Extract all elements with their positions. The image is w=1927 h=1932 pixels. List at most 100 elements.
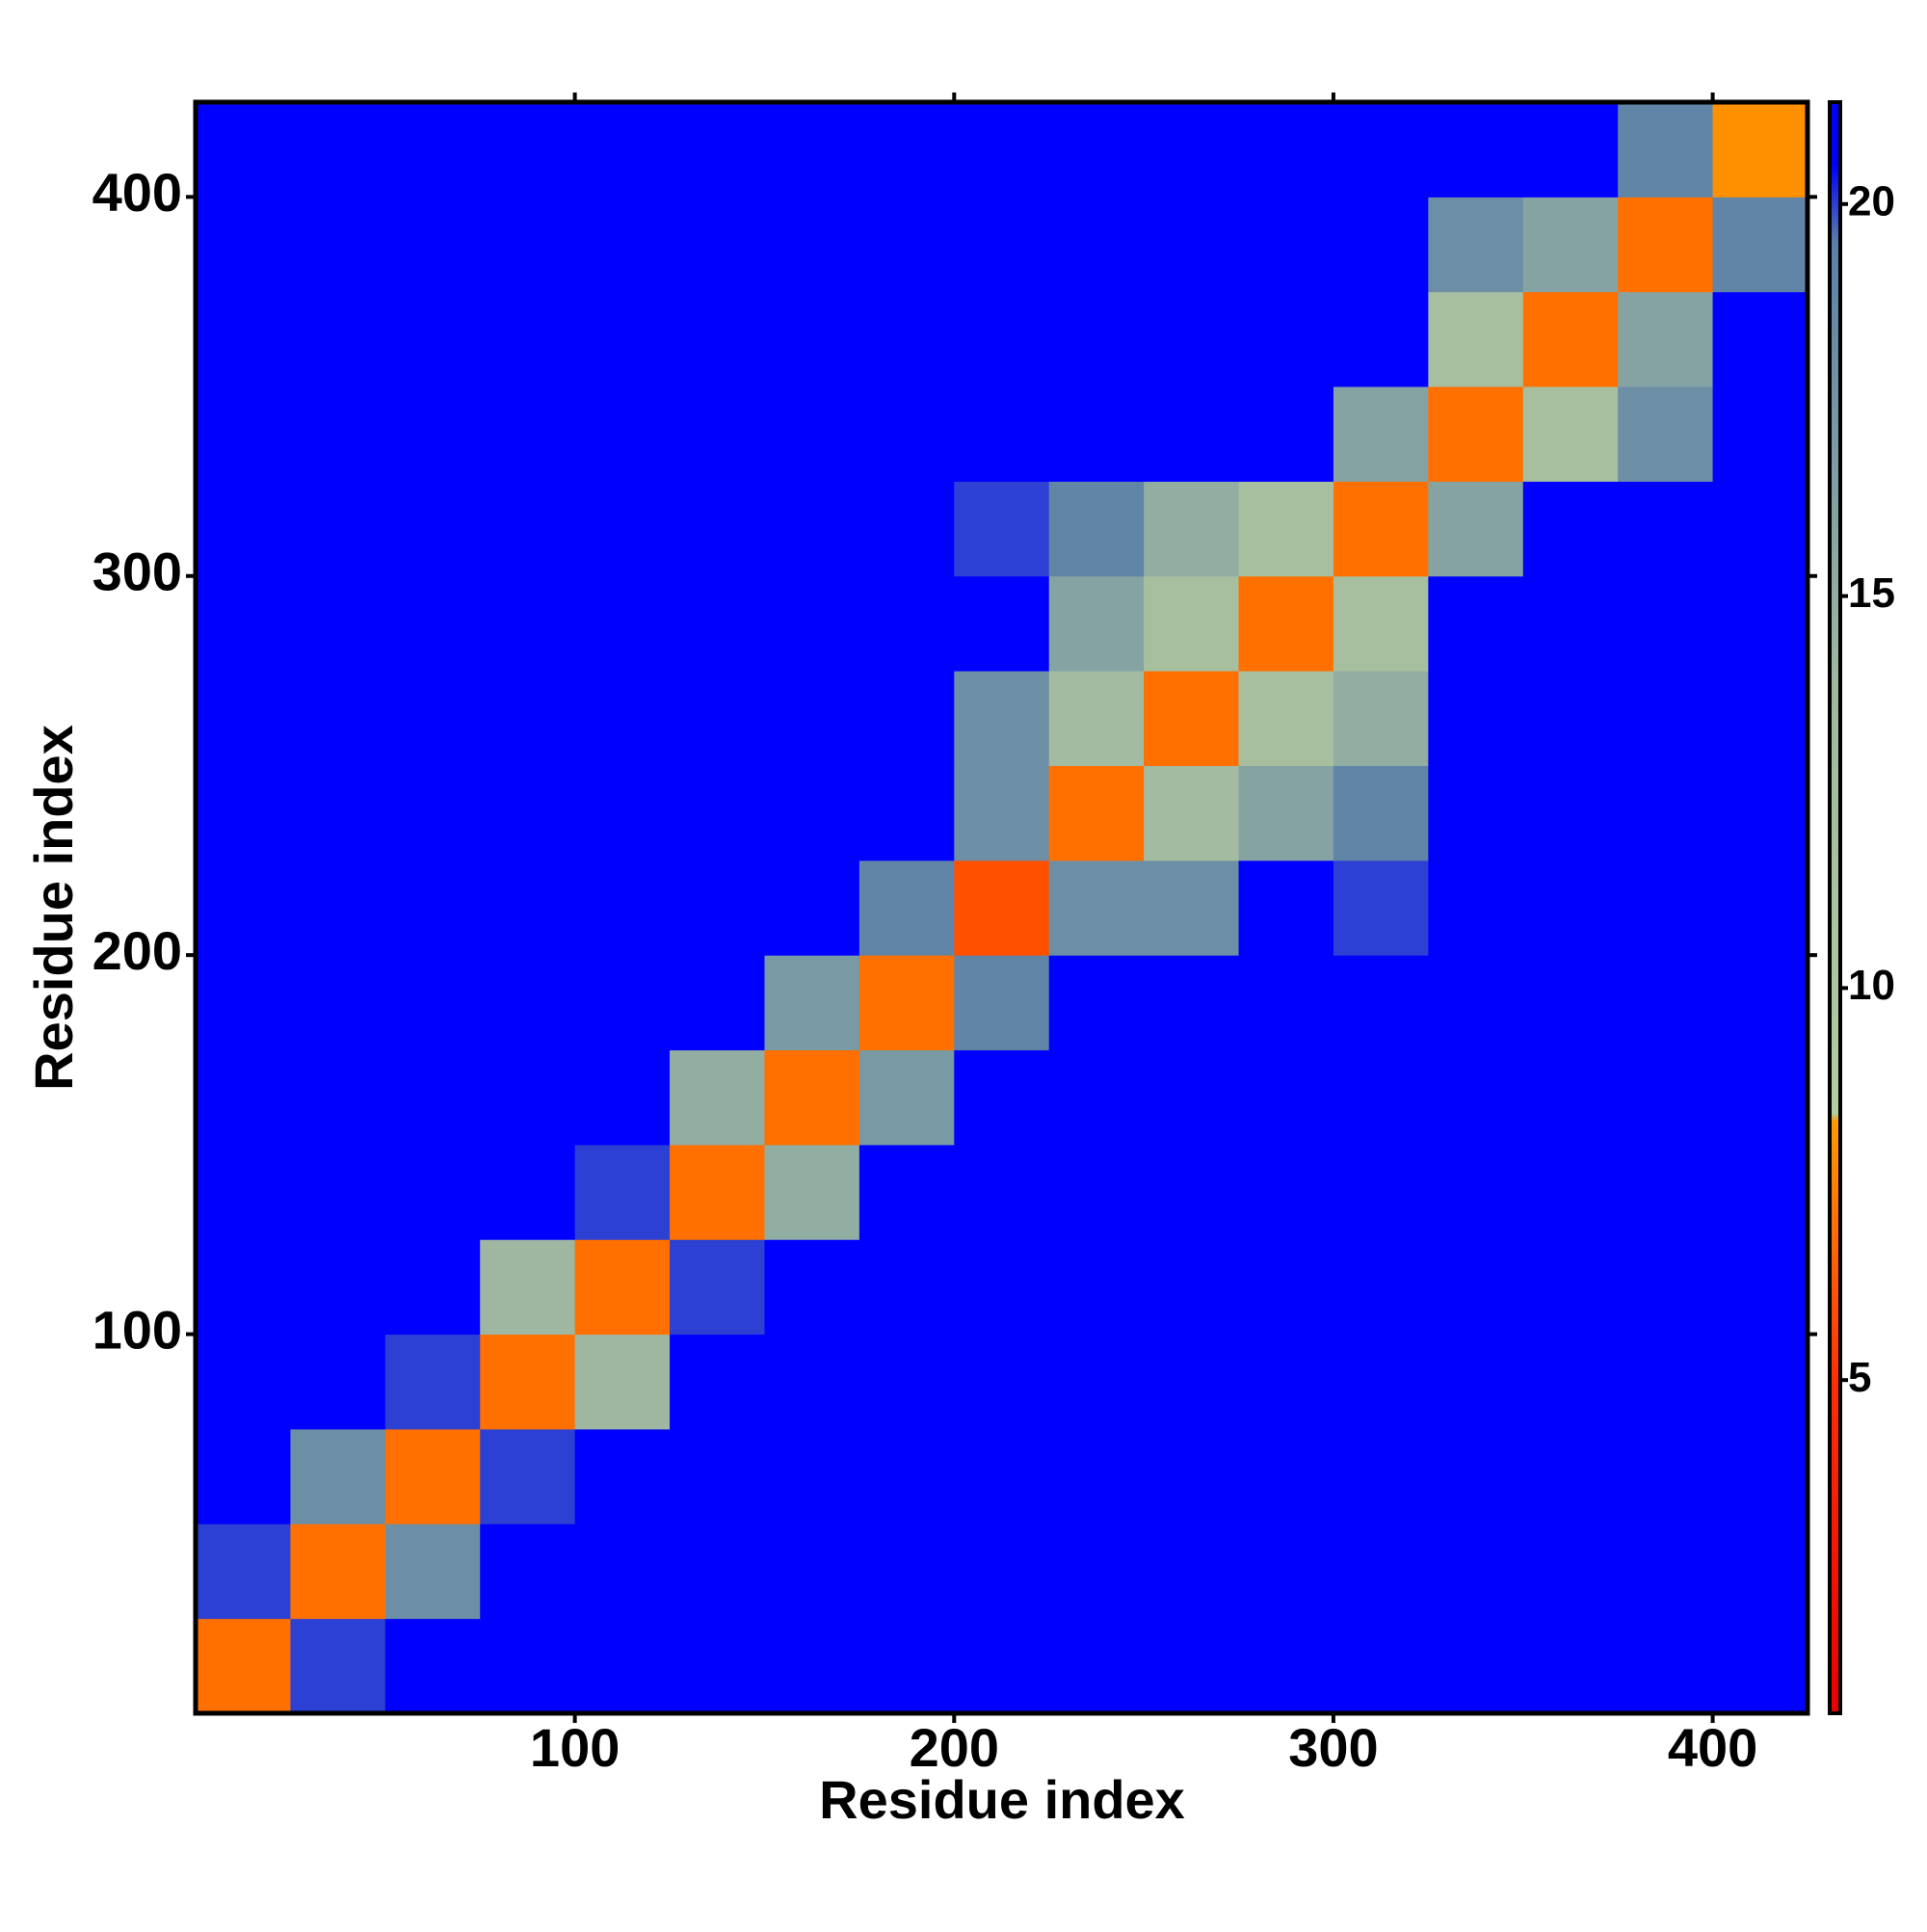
heatmap-cell xyxy=(1333,1334,1429,1430)
heatmap-cell xyxy=(1238,1334,1334,1430)
heatmap-cell xyxy=(1428,575,1524,672)
heatmap-cell xyxy=(1522,386,1619,482)
heatmap-cell xyxy=(1712,1523,1808,1620)
heatmap-cell xyxy=(1618,671,1714,766)
heatmap-cell xyxy=(764,1523,860,1620)
heatmap-cell xyxy=(196,386,291,482)
heatmap-cell xyxy=(1144,955,1240,1051)
heatmap-cell xyxy=(574,955,671,1051)
heatmap-cell xyxy=(1712,671,1808,766)
heatmap-cell xyxy=(480,1428,576,1524)
x-tick-label: 300 xyxy=(1288,1717,1378,1778)
y-tick-label: 100 xyxy=(92,1299,182,1360)
heatmap-cell xyxy=(1428,860,1524,956)
heatmap-cell xyxy=(1712,1049,1808,1146)
heatmap-cell xyxy=(290,955,386,1051)
heatmap-cell xyxy=(290,1523,386,1620)
heatmap-cell xyxy=(480,765,576,861)
heatmap-cell xyxy=(1048,860,1145,956)
heatmap-cell xyxy=(1712,386,1808,482)
heatmap-cell xyxy=(574,197,671,293)
heatmap-cells xyxy=(196,102,1808,1714)
heatmap-cell xyxy=(574,1144,671,1240)
heatmap-cell xyxy=(1144,386,1240,482)
colorbar-tick-label: 10 xyxy=(1848,962,1895,1009)
heatmap-cell xyxy=(480,860,576,956)
heatmap-cell xyxy=(1238,1523,1334,1620)
heatmap-cell xyxy=(290,1618,386,1714)
y-tick-label: 300 xyxy=(92,542,182,602)
heatmap-cell xyxy=(196,1618,291,1714)
heatmap-cell xyxy=(670,671,765,766)
heatmap-cell xyxy=(1048,765,1145,861)
heatmap-cell xyxy=(1144,1334,1240,1430)
heatmap-cell xyxy=(1428,1618,1524,1714)
heatmap-cell xyxy=(764,955,860,1051)
heatmap-cell xyxy=(196,291,291,387)
heatmap-cell xyxy=(574,102,671,198)
heatmap-cell xyxy=(1428,765,1524,861)
heatmap-cell xyxy=(1048,955,1145,1051)
heatmap-cell xyxy=(480,1239,576,1336)
heatmap-cell xyxy=(384,765,481,861)
heatmap-cell xyxy=(384,1428,481,1524)
heatmap-cell xyxy=(384,197,481,293)
heatmap-cell xyxy=(1522,1523,1619,1620)
heatmap-cell xyxy=(1333,291,1429,387)
heatmap-cell xyxy=(954,955,1050,1051)
colorbar xyxy=(1828,100,1842,1715)
heatmap-cell xyxy=(196,671,291,766)
heatmap-cell xyxy=(1048,1144,1145,1240)
heatmap-cell xyxy=(954,386,1050,482)
heatmap-cell xyxy=(480,1049,576,1146)
heatmap-cell xyxy=(290,1049,386,1146)
heatmap-cell xyxy=(670,1144,765,1240)
heatmap-cell xyxy=(954,1049,1050,1146)
heatmap-cell xyxy=(670,291,765,387)
heatmap-cell xyxy=(1144,765,1240,861)
heatmap-cell xyxy=(1522,1049,1619,1146)
heatmap-cell xyxy=(196,765,291,861)
heatmap-cell xyxy=(764,1334,860,1430)
heatmap-cell xyxy=(1712,955,1808,1051)
plot-frame xyxy=(193,99,1810,1716)
heatmap-cell xyxy=(670,575,765,672)
heatmap-cell xyxy=(670,1049,765,1146)
heatmap-cell xyxy=(1048,102,1145,198)
heatmap-cell xyxy=(1238,481,1334,577)
heatmap-cell xyxy=(1618,1618,1714,1714)
heatmap-cell xyxy=(1618,197,1714,293)
heatmap-cell xyxy=(574,1523,671,1620)
heatmap-cell xyxy=(1428,1049,1524,1146)
heatmap-cell xyxy=(480,102,576,198)
heatmap-cell xyxy=(384,1239,481,1336)
heatmap-cell xyxy=(1712,291,1808,387)
heatmap-cell xyxy=(670,197,765,293)
heatmap-cell xyxy=(764,291,860,387)
heatmap-cell xyxy=(670,102,765,198)
heatmap-cell xyxy=(480,1144,576,1240)
heatmap-cell xyxy=(858,1239,955,1336)
heatmap-cell xyxy=(954,102,1050,198)
heatmap-cell xyxy=(1048,1618,1145,1714)
heatmap-cell xyxy=(384,1144,481,1240)
heatmap-cell xyxy=(1238,102,1334,198)
heatmap-cell xyxy=(196,197,291,293)
heatmap-cell xyxy=(384,291,481,387)
heatmap-cell xyxy=(1333,765,1429,861)
heatmap-cell xyxy=(1712,102,1808,198)
heatmap-cell xyxy=(764,1049,860,1146)
heatmap-cell xyxy=(1048,291,1145,387)
heatmap-cell xyxy=(954,575,1050,672)
heatmap-cell xyxy=(858,575,955,672)
heatmap-cell xyxy=(1712,481,1808,577)
heatmap-cell xyxy=(858,1144,955,1240)
heatmap-cell xyxy=(858,860,955,956)
heatmap-cell xyxy=(1048,575,1145,672)
heatmap-cell xyxy=(1144,1049,1240,1146)
heatmap-cell xyxy=(1428,1334,1524,1430)
heatmap-cell xyxy=(1522,1144,1619,1240)
heatmap-cell xyxy=(384,575,481,672)
heatmap-cell xyxy=(1144,575,1240,672)
heatmap-cell xyxy=(670,1618,765,1714)
